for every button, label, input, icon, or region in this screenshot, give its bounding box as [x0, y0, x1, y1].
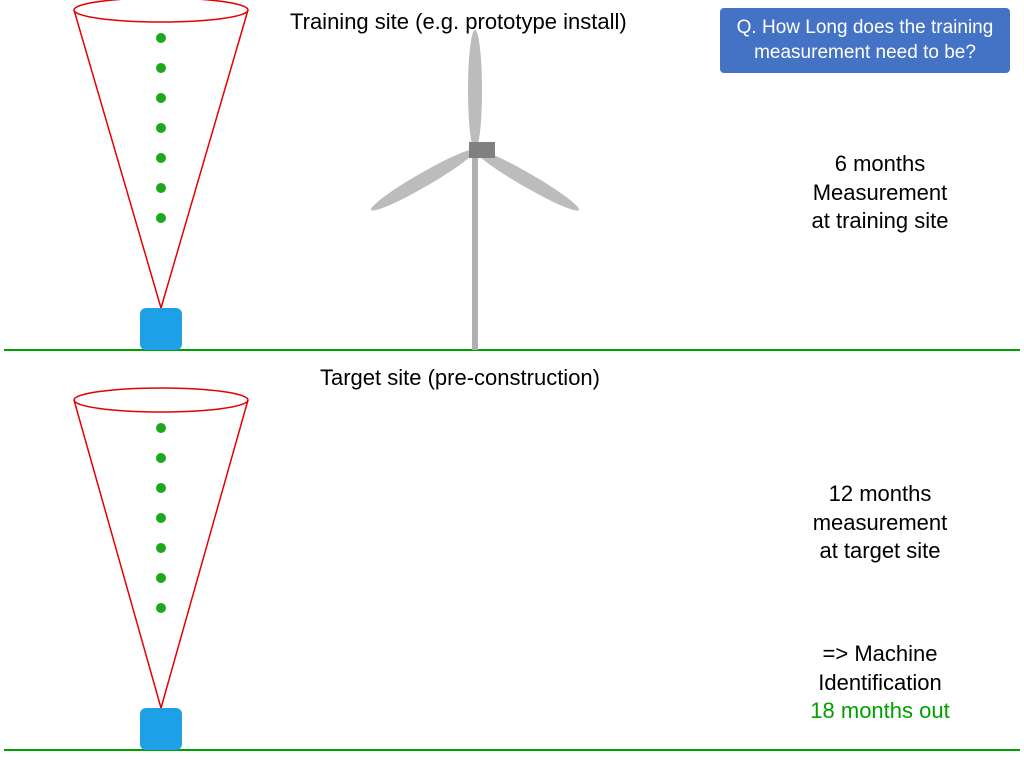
turbine-hub-icon [469, 142, 495, 158]
turbine-tower-icon [472, 150, 478, 350]
annotation-line: measurement [770, 509, 990, 538]
measurement-point-icon [156, 93, 166, 103]
annotation-line: => Machine [770, 640, 990, 669]
lidar-cone-edge [74, 10, 161, 308]
annotation-line: 12 months [770, 480, 990, 509]
annotation-line: 6 months [770, 150, 990, 179]
machine-id-label: => MachineIdentification18 months out [770, 640, 990, 726]
lidar-cone-top [74, 0, 248, 22]
annotation-line: Identification [770, 669, 990, 698]
measurement-point-icon [156, 453, 166, 463]
measurement-point-icon [156, 63, 166, 73]
lidar-cone-edge [161, 400, 248, 708]
training-site-title: Training site (e.g. prototype install) [290, 8, 627, 37]
measurement-point-icon [156, 123, 166, 133]
question-callout: Q. How Long does the training measuremen… [720, 8, 1010, 73]
annotation-line: Measurement [770, 179, 990, 208]
measurement-point-icon [156, 33, 166, 43]
measurement-point-icon [156, 513, 166, 523]
measurement-point-icon [156, 183, 166, 193]
measurement-point-icon [156, 213, 166, 223]
turbine-blade-icon [468, 30, 482, 150]
measurement-point-icon [156, 153, 166, 163]
lidar-device-icon [140, 308, 182, 350]
measurement-point-icon [156, 423, 166, 433]
lidar-cone-edge [74, 400, 161, 708]
turbine-blade-icon [368, 144, 479, 216]
training-duration-label: 6 monthsMeasurementat training site [770, 150, 990, 236]
measurement-point-icon [156, 483, 166, 493]
annotation-line: at training site [770, 207, 990, 236]
annotation-line: at target site [770, 537, 990, 566]
lidar-cone-top [74, 388, 248, 412]
measurement-point-icon [156, 603, 166, 613]
annotation-accent-line: 18 months out [770, 697, 990, 726]
lidar-cone-edge [161, 10, 248, 308]
target-site-title: Target site (pre-construction) [320, 364, 600, 393]
target-duration-label: 12 monthsmeasurementat target site [770, 480, 990, 566]
lidar-device-icon [140, 708, 182, 750]
measurement-point-icon [156, 543, 166, 553]
measurement-point-icon [156, 573, 166, 583]
